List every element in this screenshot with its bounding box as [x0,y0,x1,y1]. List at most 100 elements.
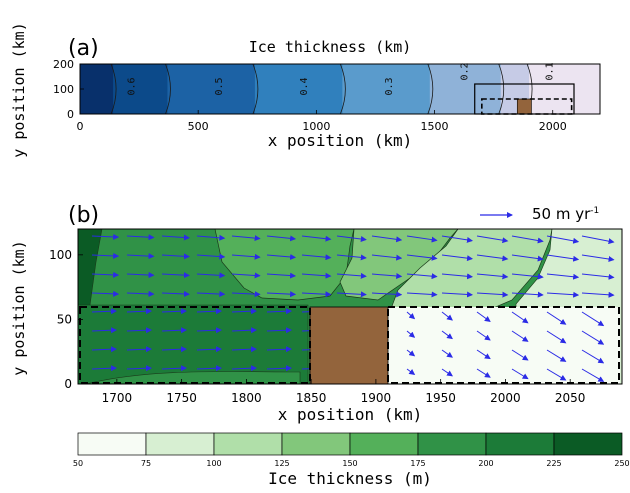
colorbar-cell [281,432,351,456]
velocity-vector [161,365,187,372]
velocity-vector [91,271,120,278]
velocity-vector [91,346,117,353]
y-tick-label: 100 [49,248,72,262]
x-tick-label: 1950 [425,391,456,405]
x-tick-label: 1800 [231,391,262,405]
x-tick-label: 1500 [421,120,449,133]
velocity-vector [581,291,615,298]
velocity-vector [581,254,615,262]
velocity-vector [161,327,187,334]
velocity-vector [441,368,453,377]
velocity-vector [511,330,529,342]
field-region-shelf [388,307,620,384]
x-tick-label: 2000 [539,120,567,133]
panel-b-label: (b) [68,203,99,228]
colorbar-ticks: 50 75 100 125 150 175 200 225 250 [73,459,630,468]
y-tick-label: 200 [53,58,74,71]
y-tick-label: 0 [64,377,72,391]
velocity-vector [266,327,292,334]
panel-a-x-ticks: 0 500 1000 1500 2000 [77,110,567,133]
velocity-vector [336,291,367,298]
velocity-vector [546,273,580,280]
velocity-vector [476,291,509,298]
velocity-vector [161,253,190,260]
velocity-vector [301,291,332,298]
velocity-vector [126,272,155,279]
velocity-vector [161,290,190,297]
velocity-vector [511,254,544,262]
contour-line [427,64,434,114]
x-tick-label: 1900 [361,391,392,405]
velocity-vector [266,346,292,353]
panel-a-contour-labels: 0.6 0.5 0.4 0.3 0.2 0.1 [126,62,555,95]
field-region-dark [78,304,309,384]
velocity-vector [266,235,297,242]
velocity-vector [546,349,567,362]
colorbar-cell [145,432,215,456]
thickness-band [80,64,114,114]
velocity-vector [231,365,257,372]
velocity-vector [301,254,332,261]
velocity-vector [266,291,297,298]
velocity-vector [336,272,367,279]
contour-label: 0.6 [126,77,137,95]
velocity-vector [476,349,491,360]
colorbar-tick-label: 100 [206,459,221,468]
dashed-region-box [481,98,573,115]
velocity-vector [406,349,416,357]
velocity-vector [441,291,474,298]
velocity-vector [476,311,491,322]
velocity-vector [476,254,509,262]
panel-a-label: (a) [68,36,99,61]
velocity-vector [196,308,222,315]
velocity-vector [406,368,416,376]
field-region-light [339,229,459,301]
velocity-vector [336,235,367,242]
x-tick-label: 500 [188,120,209,133]
velocity-vector [91,252,120,259]
land-block [309,306,389,385]
colorbar-tick-label: 75 [141,459,151,468]
colorbar-tick-label: 225 [546,459,561,468]
x-tick-label: 1850 [296,391,327,405]
y-tick-label: 100 [53,83,74,96]
velocity-vector [581,273,615,280]
velocity-vector [196,327,222,334]
velocity-vector [406,254,438,261]
x-tick-label: 2000 [490,391,521,405]
velocity-vector [581,311,605,327]
colorbar-tick-label: 125 [274,459,289,468]
contour-label: 0.3 [384,77,395,95]
thickness-band [342,64,431,114]
velocity-vector [581,235,615,245]
thickness-band [254,64,343,114]
contour-line [339,64,346,114]
panel-a-y-label: y position (km) [10,22,28,157]
velocity-vector [511,235,544,244]
thickness-band [529,64,600,114]
velocity-vector [301,235,332,242]
colorbar-cell [349,432,419,456]
panel-a: (a) Ice thickness (km) 0.6 0.5 0.4 0.30.2 0.… [10,22,601,158]
velocity-vector [371,254,403,261]
velocity-vector [441,311,453,321]
panel-a-x-label: x position (km) [268,131,413,150]
velocity-vector [546,291,580,298]
velocity-vector [231,253,261,260]
dashed-box-right [387,306,620,384]
panel-b-y-label: y position (km) [10,240,28,375]
velocity-vector [126,346,152,353]
velocity-vector [581,368,605,382]
thickness-band [113,64,168,114]
velocity-vector [546,235,580,244]
panel-a-title: Ice thickness (km) [249,38,412,56]
velocity-vector [231,327,257,334]
panel-b-y-ticks: 0 50 100 [49,248,83,391]
velocity-vector [161,308,187,315]
velocity-vector [406,311,416,320]
velocity-vector [511,273,544,280]
velocity-vector [476,368,491,378]
contour-line [252,64,259,114]
velocity-vector [91,327,117,334]
velocity-vector [126,253,155,260]
